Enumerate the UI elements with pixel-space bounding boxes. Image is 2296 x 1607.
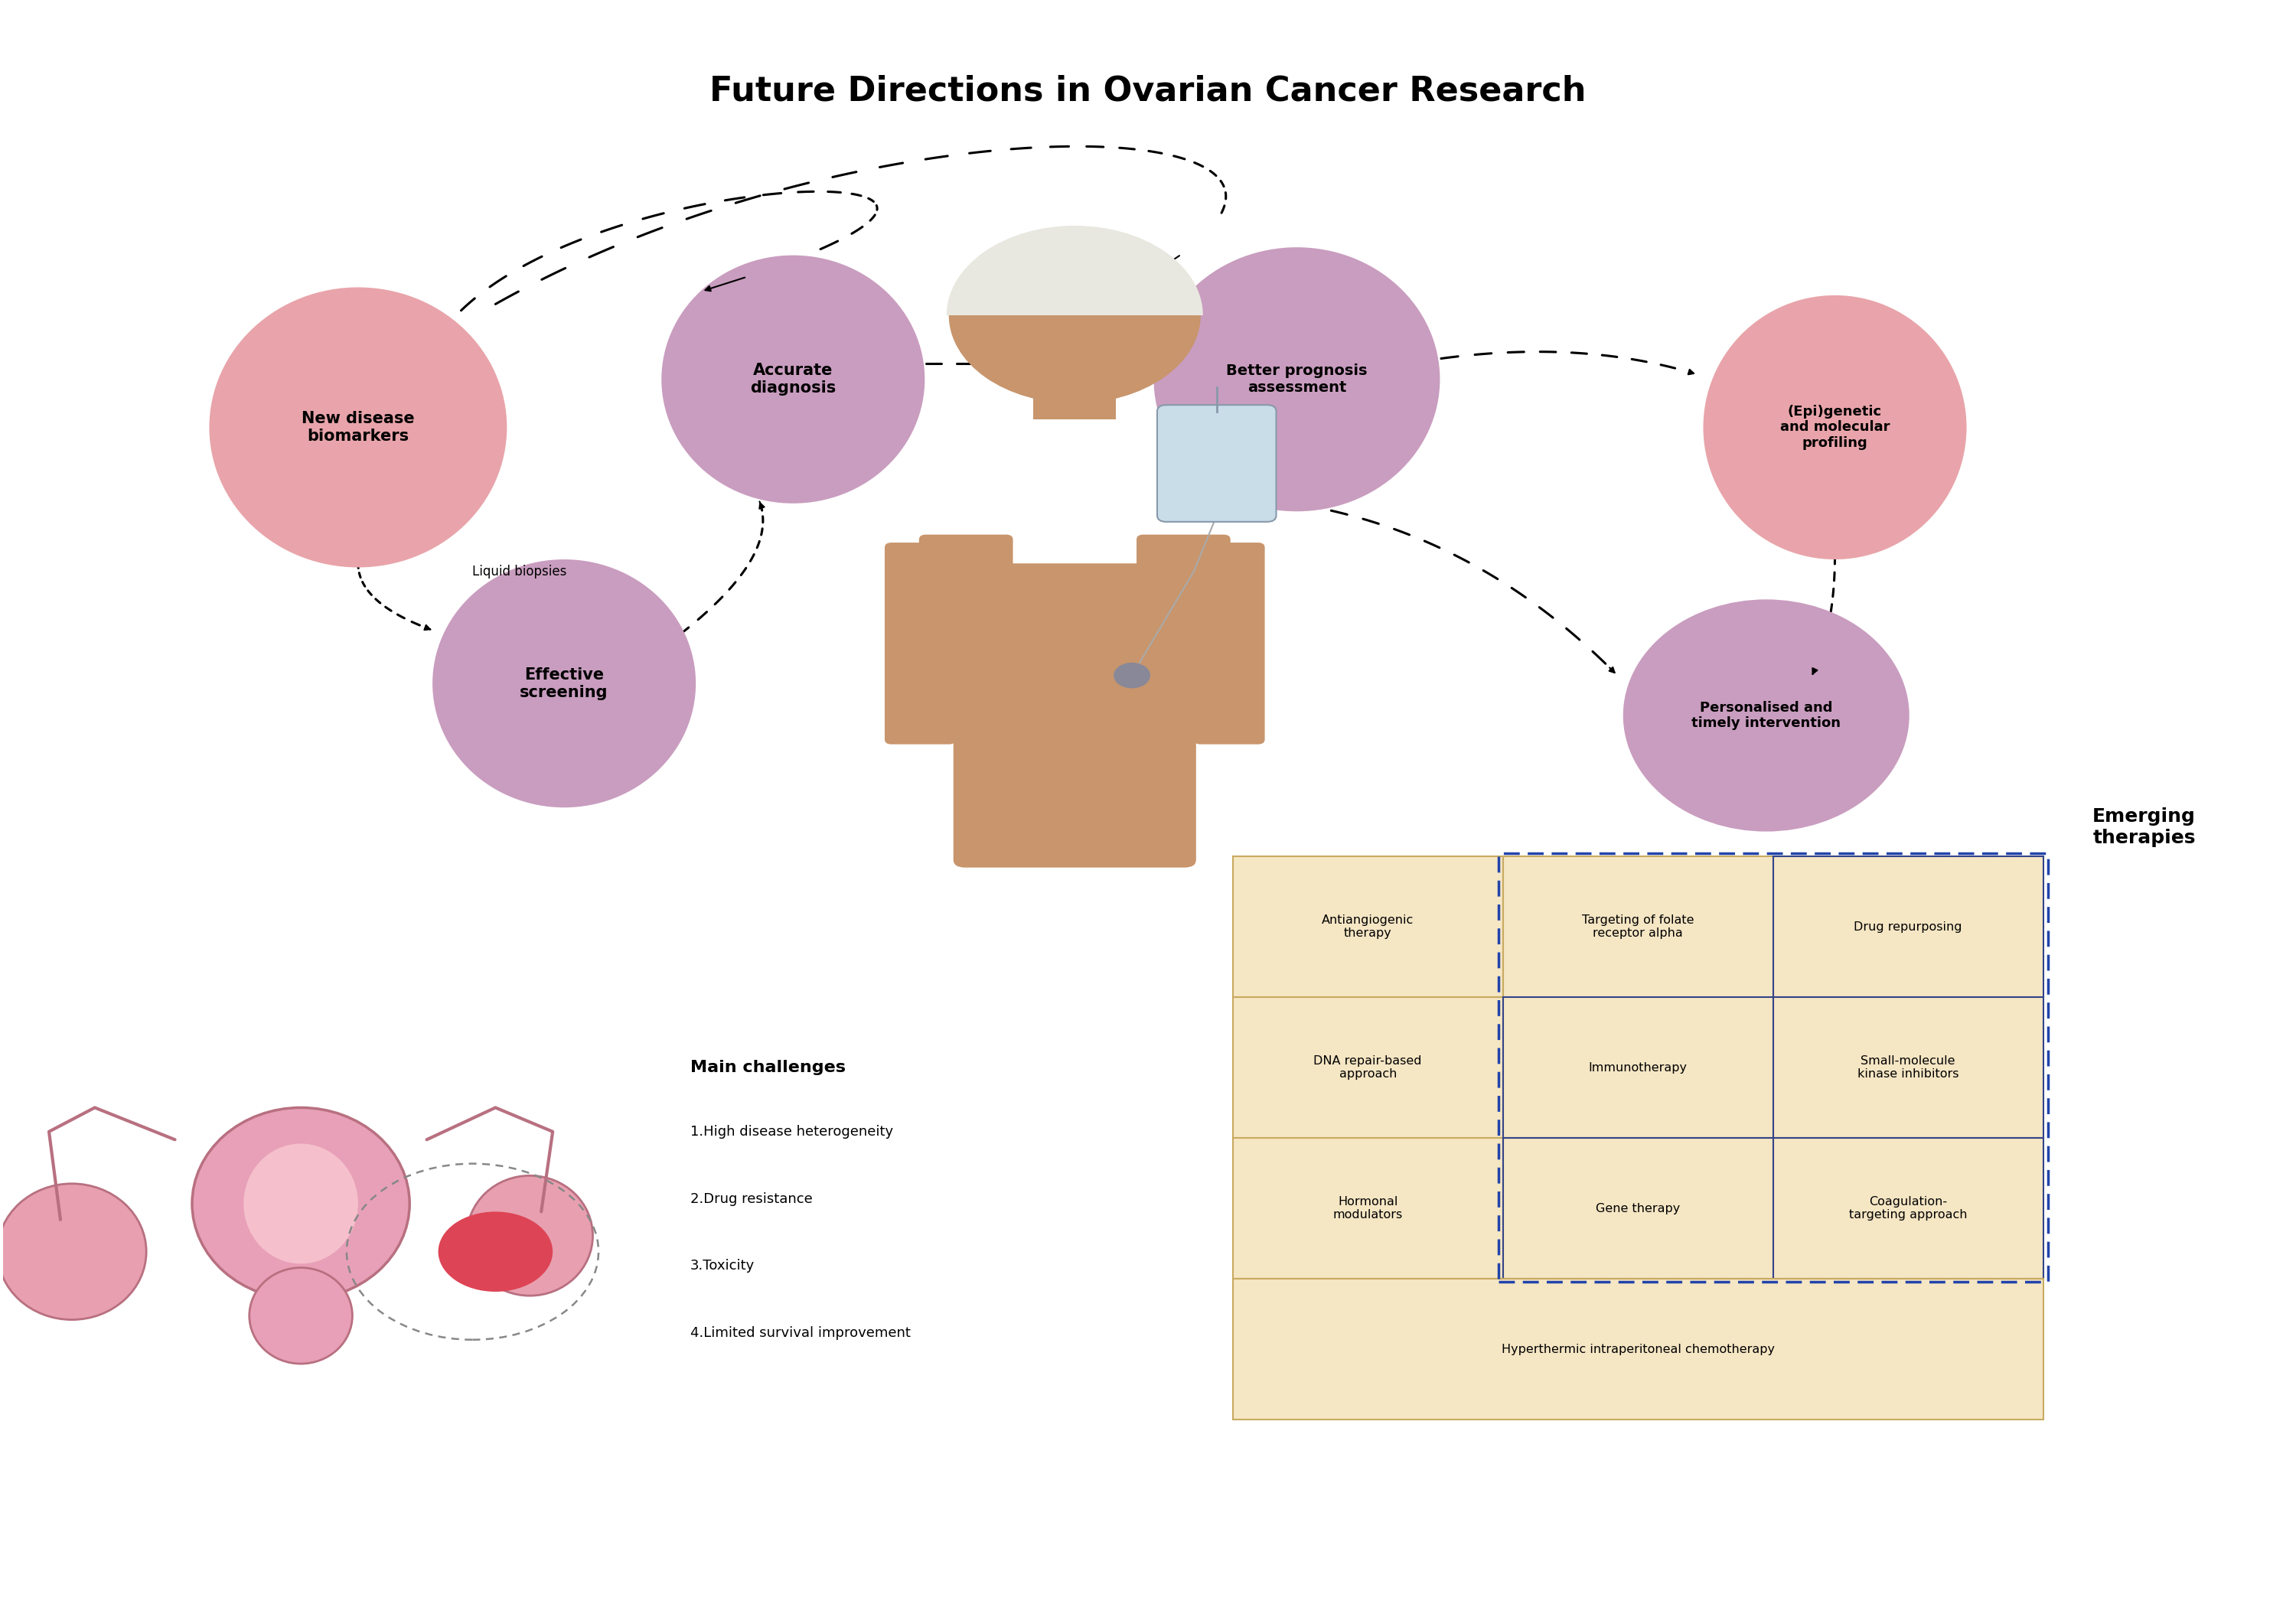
Text: Effective
screening: Effective screening bbox=[519, 667, 608, 701]
Ellipse shape bbox=[193, 1107, 409, 1300]
Text: Main challenges: Main challenges bbox=[691, 1061, 845, 1075]
Text: Personalised and
timely intervention: Personalised and timely intervention bbox=[1692, 701, 1841, 730]
FancyBboxPatch shape bbox=[1233, 857, 1504, 998]
Ellipse shape bbox=[661, 256, 925, 503]
Circle shape bbox=[439, 1212, 553, 1292]
FancyBboxPatch shape bbox=[1504, 1138, 1773, 1279]
Text: 2.Drug resistance: 2.Drug resistance bbox=[691, 1192, 813, 1205]
Wedge shape bbox=[946, 225, 1203, 315]
Text: Better prognosis
assessment: Better prognosis assessment bbox=[1226, 363, 1368, 395]
FancyBboxPatch shape bbox=[918, 535, 1013, 593]
Text: Emerging
therapies: Emerging therapies bbox=[2092, 808, 2195, 847]
Ellipse shape bbox=[466, 1176, 592, 1295]
Text: Accurate
diagnosis: Accurate diagnosis bbox=[751, 363, 836, 395]
FancyBboxPatch shape bbox=[1504, 998, 1773, 1138]
Ellipse shape bbox=[243, 1144, 358, 1263]
Text: 4.Limited survival improvement: 4.Limited survival improvement bbox=[691, 1326, 912, 1340]
FancyBboxPatch shape bbox=[1137, 535, 1231, 593]
Ellipse shape bbox=[209, 288, 507, 567]
Text: 3.Toxicity: 3.Toxicity bbox=[691, 1260, 755, 1273]
Text: Small-molecule
kinase inhibitors: Small-molecule kinase inhibitors bbox=[1857, 1056, 1958, 1080]
FancyBboxPatch shape bbox=[1504, 857, 1773, 998]
Text: New disease
biomarkers: New disease biomarkers bbox=[301, 411, 416, 444]
Text: Hyperthermic intraperitoneal chemotherapy: Hyperthermic intraperitoneal chemotherap… bbox=[1502, 1343, 1775, 1355]
FancyBboxPatch shape bbox=[1773, 1138, 2043, 1279]
Text: Liquid biopsies: Liquid biopsies bbox=[473, 564, 567, 579]
FancyBboxPatch shape bbox=[884, 543, 955, 744]
FancyBboxPatch shape bbox=[1773, 998, 2043, 1138]
Text: Future Directions in Ovarian Cancer Research: Future Directions in Ovarian Cancer Rese… bbox=[709, 76, 1587, 108]
FancyBboxPatch shape bbox=[1233, 1279, 2043, 1419]
FancyBboxPatch shape bbox=[1773, 857, 2043, 998]
Text: DNA repair-based
approach: DNA repair-based approach bbox=[1313, 1056, 1421, 1080]
Ellipse shape bbox=[432, 559, 696, 807]
Text: Antiangiogenic
therapy: Antiangiogenic therapy bbox=[1322, 914, 1414, 938]
FancyBboxPatch shape bbox=[1033, 331, 1116, 419]
FancyBboxPatch shape bbox=[953, 564, 1196, 868]
Circle shape bbox=[1114, 662, 1150, 688]
Text: (Epi)genetic
and molecular
profiling: (Epi)genetic and molecular profiling bbox=[1779, 405, 1890, 450]
FancyBboxPatch shape bbox=[1233, 998, 1504, 1138]
FancyBboxPatch shape bbox=[1194, 543, 1265, 744]
Ellipse shape bbox=[1704, 296, 1968, 559]
Text: Hormonal
modulators: Hormonal modulators bbox=[1334, 1196, 1403, 1221]
Ellipse shape bbox=[1623, 599, 1910, 831]
Ellipse shape bbox=[250, 1268, 351, 1364]
Text: Immunotherapy: Immunotherapy bbox=[1589, 1062, 1688, 1073]
FancyBboxPatch shape bbox=[1157, 405, 1277, 522]
Text: Targeting of folate
receptor alpha: Targeting of folate receptor alpha bbox=[1582, 914, 1694, 938]
FancyBboxPatch shape bbox=[1233, 1138, 1504, 1279]
Circle shape bbox=[948, 227, 1201, 403]
Text: Coagulation-
targeting approach: Coagulation- targeting approach bbox=[1848, 1196, 1968, 1221]
Text: 1.High disease heterogeneity: 1.High disease heterogeneity bbox=[691, 1125, 893, 1138]
Ellipse shape bbox=[0, 1184, 147, 1319]
Text: Drug repurposing: Drug repurposing bbox=[1853, 921, 1963, 932]
Ellipse shape bbox=[1153, 247, 1440, 511]
Text: Gene therapy: Gene therapy bbox=[1596, 1202, 1681, 1215]
